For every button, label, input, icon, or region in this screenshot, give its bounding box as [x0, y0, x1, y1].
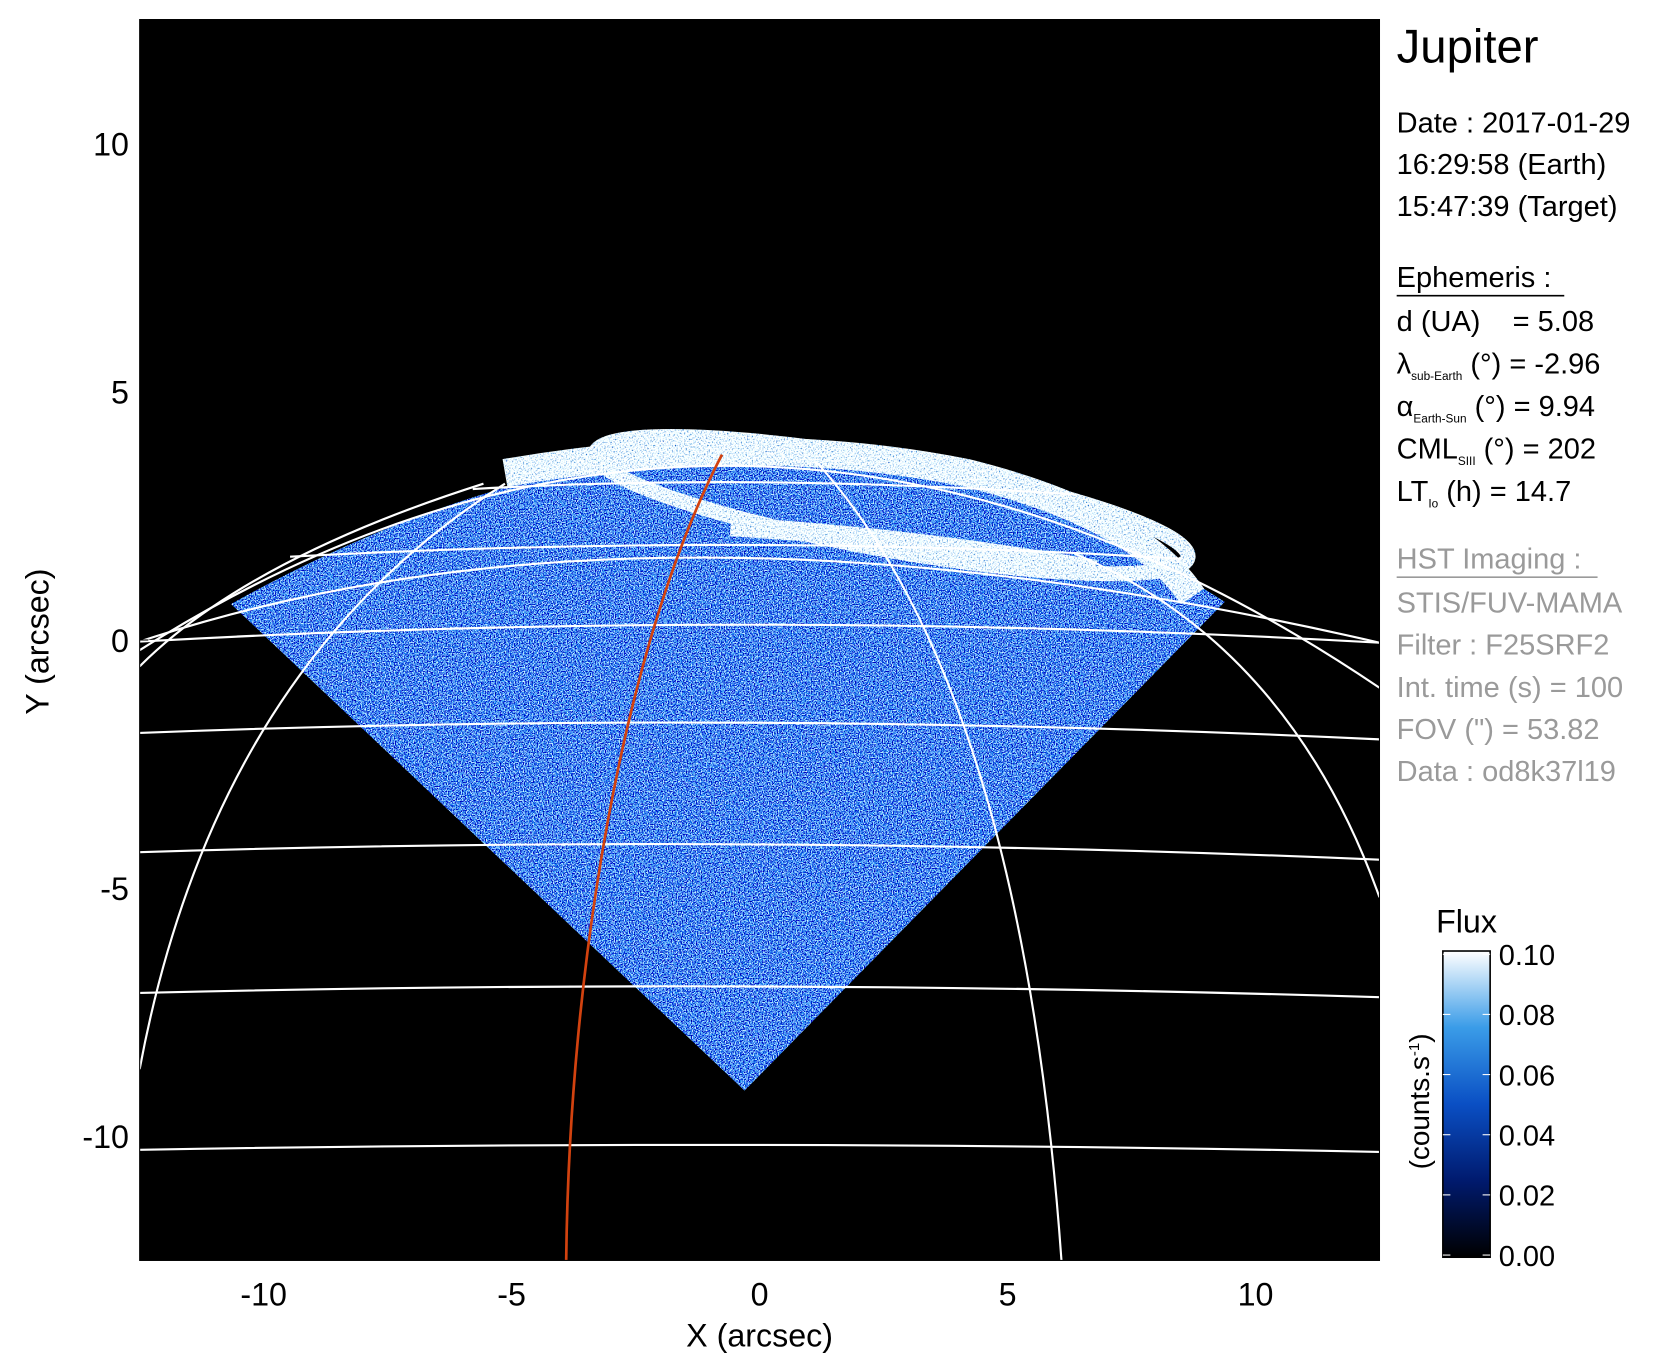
- imaging-line: Filter : F25SRF2: [1397, 630, 1610, 662]
- latitude-line: [139, 985, 1380, 999]
- imaging-line: STIS/FUV-MAMA: [1397, 588, 1623, 620]
- colorbar-tick-label: 0.04: [1499, 1120, 1555, 1152]
- ephemeris-text: d (UA) = 5.08: [1397, 306, 1594, 338]
- latitude-line: [472, 481, 1075, 496]
- colorbar-label: (counts.s-1): [1404, 1033, 1435, 1169]
- ephemeris-line: LTIo (h) = 14.7: [1397, 476, 1572, 510]
- latitude-line: [139, 843, 1380, 861]
- ephemeris-sub: sub-Earth: [1411, 369, 1462, 383]
- longitude-line: [815, 461, 1063, 1261]
- ephemeris-sub: Io: [1428, 496, 1438, 510]
- aurora-oval: [587, 429, 1196, 582]
- cml-meridian: [564, 454, 724, 1261]
- colorbar-label-text: (counts.s: [1404, 1056, 1435, 1169]
- target-name: Jupiter: [1397, 21, 1539, 74]
- aurora: [502, 429, 1205, 605]
- colorbar-title: Flux: [1436, 904, 1497, 940]
- colorbar-tick-label: 0.08: [1499, 1000, 1555, 1032]
- ephemeris-text: (°) = -2.96: [1462, 349, 1600, 381]
- imaging-title: HST Imaging :: [1397, 544, 1582, 576]
- latitude-line: [290, 543, 1182, 560]
- date-line: 16:29:58 (Earth): [1397, 149, 1607, 181]
- ephemeris-line: CMLSIII (°) = 202: [1397, 433, 1596, 467]
- colorbar-tick-label: 0.06: [1499, 1060, 1555, 1092]
- ephemeris-text: α: [1397, 391, 1414, 423]
- y-axis-label: Y (arcsec): [19, 568, 55, 714]
- x-axis-label: X (arcsec): [686, 1317, 833, 1353]
- ephemeris-text: λ: [1397, 349, 1412, 381]
- limb: [139, 464, 1380, 689]
- x-tick-label: 0: [751, 1277, 769, 1313]
- y-tick-label: 10: [93, 126, 129, 162]
- date-line: Date : 2017-01-29: [1397, 107, 1631, 139]
- colorbar-label-sup: -1: [1406, 1043, 1423, 1056]
- x-tick-label: -5: [497, 1277, 526, 1313]
- ephemeris-text: CML: [1397, 433, 1458, 465]
- ephemeris-text: (°) = 9.94: [1467, 391, 1595, 423]
- x-tick-label: 5: [999, 1277, 1017, 1313]
- info-panel: Date : 2017-01-29 16:29:58 (Earth) 15:47:3…: [1397, 107, 1631, 788]
- ephemeris-line: λsub-Earth (°) = -2.96: [1397, 349, 1601, 383]
- colorbar-tick-label: 0.10: [1499, 940, 1555, 972]
- ephemeris-text: (h) = 14.7: [1438, 476, 1571, 508]
- ephemeris-sub: SIII: [1458, 454, 1476, 468]
- y-tick-label: 0: [111, 623, 129, 659]
- longitude-line: [139, 482, 484, 668]
- aurora-arc: [729, 516, 1098, 580]
- ephemeris-line: αEarth-Sun (°) = 9.94: [1397, 391, 1595, 425]
- y-tick-label: 5: [111, 375, 129, 411]
- latitude-line: [139, 1143, 1380, 1153]
- latitude-line: [139, 556, 1380, 644]
- x-tick-label: -10: [240, 1277, 287, 1313]
- latitude-line: [139, 623, 1380, 644]
- ephemeris-line: d (UA) = 5.08: [1397, 306, 1594, 338]
- imaging-line: Data : od8k37l19: [1397, 756, 1616, 788]
- x-tick-label: 10: [1238, 1277, 1274, 1313]
- longitude-line: [139, 482, 506, 1070]
- y-tick-label: -5: [100, 871, 129, 907]
- date-line: 15:47:39 (Target): [1397, 191, 1618, 223]
- colorbar-label-text: ): [1404, 1033, 1435, 1042]
- colorbar-tick-label: 0.00: [1499, 1241, 1555, 1273]
- colorbar-tick-label: 0.02: [1499, 1181, 1555, 1213]
- image-content: [139, 429, 1380, 1261]
- ephemeris-text: (°) = 202: [1476, 433, 1596, 465]
- longitude-line: [1073, 552, 1380, 898]
- y-tick-label: -10: [82, 1119, 129, 1155]
- imaging-line: Int. time (s) = 100: [1397, 672, 1623, 704]
- latitude-line: [139, 721, 1380, 741]
- planet-grid: [139, 461, 1380, 1261]
- imaging-line: FOV (") = 53.82: [1397, 714, 1600, 746]
- ephemeris-title: Ephemeris :: [1397, 262, 1552, 294]
- ephemeris-text: LT: [1397, 476, 1429, 508]
- colorbar: [1442, 950, 1491, 1259]
- ephemeris-sub: Earth-Sun: [1413, 411, 1466, 425]
- observed-region: [230, 451, 1225, 1091]
